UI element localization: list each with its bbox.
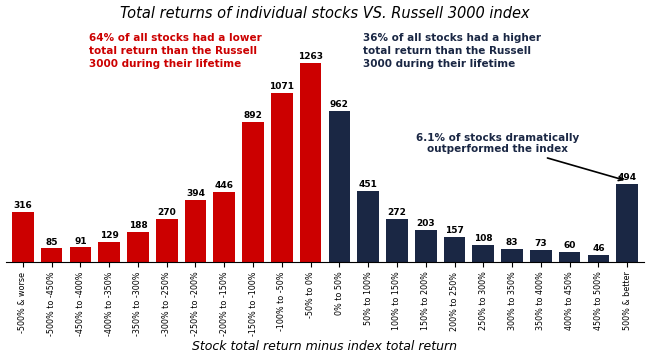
Bar bbox=[242, 121, 264, 262]
Text: 316: 316 bbox=[14, 201, 32, 210]
Bar bbox=[185, 200, 206, 262]
Text: 36% of all stocks had a higher
total return than the Russell
3000 during their l: 36% of all stocks had a higher total ret… bbox=[363, 33, 541, 69]
Text: 1071: 1071 bbox=[269, 83, 294, 92]
Text: 188: 188 bbox=[129, 222, 148, 230]
Bar bbox=[300, 63, 321, 262]
Text: 73: 73 bbox=[534, 239, 547, 248]
Text: 83: 83 bbox=[506, 238, 518, 247]
Bar bbox=[530, 250, 552, 262]
Bar bbox=[156, 219, 177, 262]
Text: 6.1% of stocks dramatically
outperformed the index: 6.1% of stocks dramatically outperformed… bbox=[416, 133, 623, 181]
Text: 85: 85 bbox=[46, 238, 58, 247]
Text: 394: 394 bbox=[186, 189, 205, 198]
Bar bbox=[358, 191, 379, 262]
Bar bbox=[329, 111, 350, 262]
Text: 91: 91 bbox=[74, 237, 86, 246]
Text: 1263: 1263 bbox=[298, 52, 323, 61]
X-axis label: Stock total return minus index total return: Stock total return minus index total ret… bbox=[192, 340, 458, 354]
Bar bbox=[41, 248, 62, 262]
Text: 451: 451 bbox=[359, 180, 378, 189]
Text: 108: 108 bbox=[474, 234, 493, 243]
Text: 270: 270 bbox=[157, 209, 176, 218]
Text: 272: 272 bbox=[387, 208, 406, 217]
Text: 60: 60 bbox=[564, 242, 576, 251]
Text: 129: 129 bbox=[99, 230, 118, 239]
Text: 157: 157 bbox=[445, 226, 464, 235]
Bar bbox=[70, 247, 91, 262]
Text: 203: 203 bbox=[417, 219, 435, 228]
Bar bbox=[473, 245, 494, 262]
Bar bbox=[98, 242, 120, 262]
Bar bbox=[616, 184, 638, 262]
Bar bbox=[271, 93, 293, 262]
Bar bbox=[444, 237, 465, 262]
Text: 494: 494 bbox=[618, 173, 637, 182]
Text: 46: 46 bbox=[592, 244, 604, 253]
Bar bbox=[213, 192, 235, 262]
Text: 64% of all stocks had a lower
total return than the Russell
3000 during their li: 64% of all stocks had a lower total retu… bbox=[88, 33, 261, 69]
Bar bbox=[127, 232, 149, 262]
Text: 962: 962 bbox=[330, 99, 349, 109]
Bar bbox=[559, 252, 580, 262]
Bar bbox=[386, 219, 408, 262]
Bar bbox=[501, 249, 523, 262]
Bar bbox=[415, 230, 437, 262]
Text: 446: 446 bbox=[214, 181, 234, 190]
Title: Total returns of individual stocks VS. Russell 3000 index: Total returns of individual stocks VS. R… bbox=[120, 5, 530, 20]
Text: 892: 892 bbox=[244, 111, 263, 120]
Bar bbox=[588, 255, 609, 262]
Bar bbox=[12, 212, 34, 262]
